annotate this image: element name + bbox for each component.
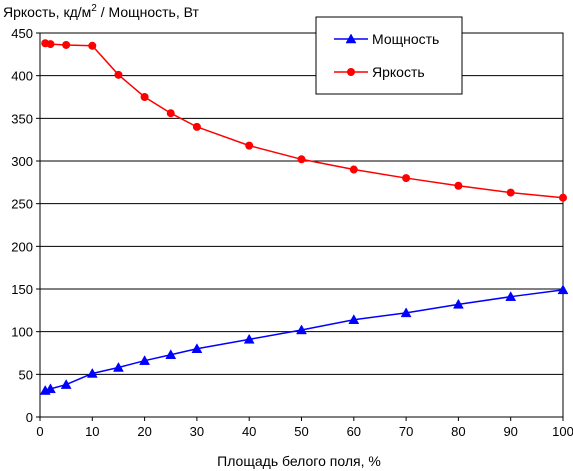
legend: Мощность Яркость bbox=[315, 16, 463, 95]
data-point bbox=[166, 109, 175, 118]
data-point bbox=[62, 40, 71, 49]
data-point bbox=[296, 324, 307, 335]
data-point bbox=[297, 155, 306, 164]
data-point bbox=[86, 367, 98, 378]
x-tick-label: 80 bbox=[451, 424, 465, 439]
data-point bbox=[402, 174, 411, 183]
data-point bbox=[452, 298, 464, 309]
x-tick-label: 90 bbox=[503, 424, 517, 439]
y-axis-title: Яркость, кд/м2 / Мощность, Вт bbox=[3, 3, 199, 20]
y-tick-label: 0 bbox=[26, 410, 33, 425]
data-point bbox=[60, 379, 72, 389]
ticks: 0 50 100 150 200 250 300 350 400 450 0 10 20 30 40 50 60… bbox=[11, 26, 573, 439]
y-axis-title-sup: 2 bbox=[91, 3, 97, 14]
legend-label: Мощность bbox=[372, 31, 439, 47]
y-axis-title-prefix: Яркость, кд/м bbox=[3, 4, 91, 20]
data-point bbox=[559, 193, 567, 202]
y-tick-label: 100 bbox=[11, 325, 33, 340]
legend-box bbox=[315, 16, 463, 95]
y-axis-title-suffix: / Мощность, Вт bbox=[97, 4, 200, 20]
x-tick-label: 10 bbox=[85, 424, 99, 439]
y-tick-label: 250 bbox=[11, 197, 33, 212]
data-point bbox=[245, 141, 254, 150]
legend-entry: Яркость bbox=[334, 64, 425, 80]
x-tick-label: 40 bbox=[242, 424, 256, 439]
legend-entry: Мощность bbox=[334, 31, 439, 47]
x-tick-label: 60 bbox=[347, 424, 361, 439]
data-point bbox=[505, 291, 517, 301]
legend-label: Яркость bbox=[372, 64, 425, 80]
data-point bbox=[191, 343, 203, 353]
x-tick-label: 0 bbox=[36, 424, 43, 439]
data-point bbox=[243, 333, 255, 344]
series-layer bbox=[39, 39, 569, 395]
y-tick-label: 200 bbox=[11, 239, 33, 254]
x-tick-label: 30 bbox=[190, 424, 204, 439]
series-power bbox=[39, 284, 569, 395]
data-point bbox=[113, 361, 124, 372]
y-tick-label: 300 bbox=[11, 154, 33, 169]
data-point bbox=[139, 355, 151, 365]
y-tick-label: 50 bbox=[19, 367, 33, 382]
data-point bbox=[45, 383, 56, 394]
y-tick-label: 400 bbox=[11, 69, 33, 84]
x-tick-label: 20 bbox=[137, 424, 151, 439]
data-point bbox=[165, 349, 177, 359]
legend-marker bbox=[345, 33, 357, 44]
data-point bbox=[454, 181, 463, 190]
x-tick-label: 50 bbox=[294, 424, 308, 439]
y-tick-label: 350 bbox=[11, 111, 33, 126]
y-tick-label: 150 bbox=[11, 282, 33, 297]
data-point bbox=[557, 284, 569, 295]
series-line bbox=[45, 42, 564, 199]
data-point bbox=[46, 40, 55, 49]
legend-marker bbox=[347, 68, 355, 76]
series-brightness bbox=[41, 39, 567, 202]
series-line bbox=[44, 289, 564, 392]
data-point bbox=[192, 122, 201, 131]
grid bbox=[40, 32, 563, 418]
data-point bbox=[88, 41, 97, 50]
data-point bbox=[349, 165, 358, 174]
x-axis-title: Площадь белого поля, % bbox=[217, 453, 381, 469]
x-tick-label: 70 bbox=[399, 424, 413, 439]
data-point bbox=[348, 314, 360, 324]
plot-frame bbox=[39, 32, 564, 418]
data-point bbox=[506, 188, 515, 197]
data-point bbox=[140, 93, 149, 101]
data-point bbox=[400, 307, 412, 318]
x-tick-label: 100 bbox=[552, 424, 573, 439]
y-tick-label: 450 bbox=[11, 26, 33, 41]
data-point bbox=[114, 70, 123, 79]
